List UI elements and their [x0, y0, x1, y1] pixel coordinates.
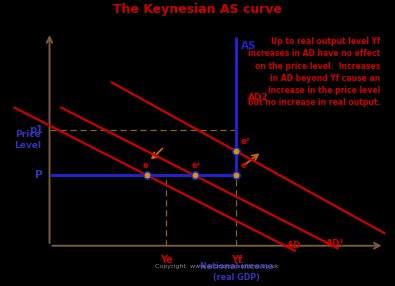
Point	[191, 173, 198, 178]
Point	[233, 149, 240, 154]
Text: e²: e²	[241, 137, 250, 146]
Text: Copyright: www.economicsonline.co.uk: Copyright: www.economicsonline.co.uk	[155, 264, 279, 269]
Text: P: P	[35, 170, 43, 180]
Text: e¹: e¹	[192, 161, 201, 170]
Text: AD2: AD2	[248, 93, 269, 102]
Text: Ye: Ye	[160, 255, 173, 265]
Text: Up to real output level Yf
increases in AD have no effect
on the price level.  I: Up to real output level Yf increases in …	[248, 37, 380, 107]
Title: The Keynesian AS curve: The Keynesian AS curve	[113, 3, 282, 16]
Point	[233, 173, 240, 178]
Text: Yf: Yf	[231, 255, 242, 265]
Text: AS: AS	[241, 41, 257, 51]
Text: e: e	[143, 161, 148, 170]
Text: National income
(real GDP): National income (real GDP)	[200, 262, 273, 282]
Text: e: e	[241, 161, 247, 170]
Point	[144, 173, 150, 178]
Text: Price
Level: Price Level	[15, 130, 41, 150]
Text: AD!: AD!	[326, 239, 345, 248]
Text: p1: p1	[28, 125, 43, 135]
Text: AD: AD	[287, 241, 301, 250]
